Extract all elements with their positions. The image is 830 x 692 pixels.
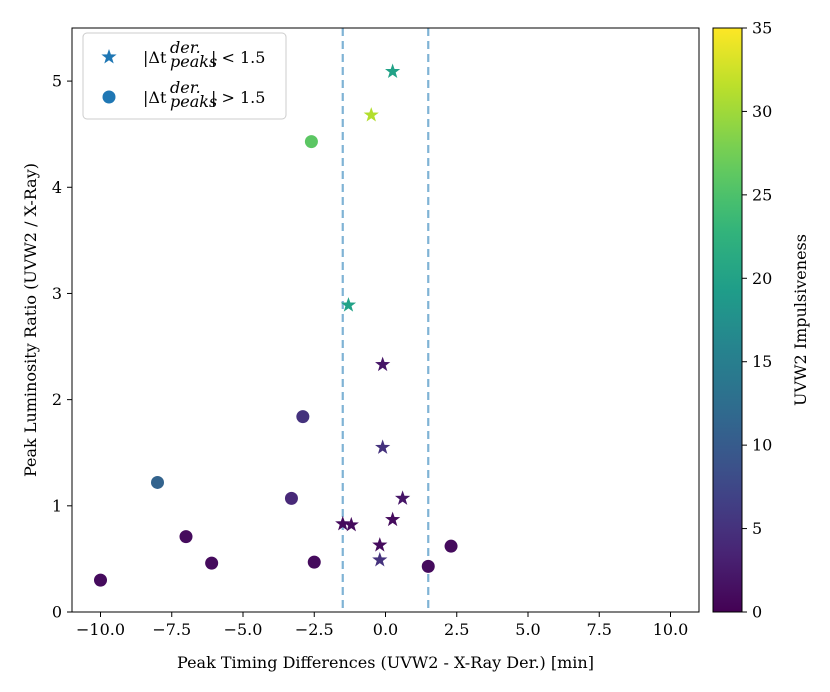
data-point-star-10: [372, 551, 388, 567]
legend-label-tail: | > 1.5: [211, 88, 265, 107]
x-tick-label: −10.0: [76, 620, 125, 639]
colorbar-tick-label: 5: [752, 519, 762, 538]
y-tick-label: 1: [52, 496, 62, 515]
data-point-star-8: [343, 516, 359, 532]
x-tick-label: −5.0: [224, 620, 263, 639]
legend-box: [82, 32, 287, 120]
colorbar-tick-label: 15: [752, 352, 772, 371]
data-point-star-4: [375, 439, 391, 454]
data-point-circle-7: [94, 573, 107, 587]
x-tick-label: 7.5: [587, 620, 612, 639]
data-point-star-6: [385, 511, 401, 527]
data-point-star-2: [340, 297, 357, 312]
legend-marker-circle: [102, 90, 116, 104]
legend-label-sup: der.: [170, 78, 201, 97]
legend-label-main: |Δt: [143, 88, 167, 107]
data-point-circle-0: [304, 135, 318, 149]
data-point-circle-8: [421, 559, 435, 573]
colorbar-label: UVW2 Impulsiveness: [791, 234, 810, 406]
data-point-star-0: [385, 63, 401, 79]
data-point-circle-4: [179, 530, 193, 544]
x-tick-label: 10.0: [653, 620, 689, 639]
legend-label-main: |Δt: [143, 48, 167, 67]
data-point-circle-5: [205, 556, 219, 570]
data-point-star-7: [335, 515, 351, 531]
x-tick-label: 5.0: [515, 620, 540, 639]
y-tick-label: 2: [52, 390, 62, 409]
data-point-circle-3: [151, 475, 164, 489]
data-point-star-5: [394, 490, 411, 505]
colorbar-tick-label: 25: [752, 185, 772, 204]
y-axis-label: Peak Luminosity Ratio (UVW2 / X-Ray): [21, 163, 40, 477]
colorbar-tick-label: 35: [752, 19, 772, 38]
y-tick-label: 0: [52, 603, 62, 622]
data-point-circle-1: [296, 410, 310, 424]
legend-label-tail: | < 1.5: [211, 48, 265, 67]
data-point-star-9: [372, 537, 388, 552]
data-point-circle-2: [284, 491, 298, 505]
x-tick-label: 0.0: [373, 620, 398, 639]
x-tick-label: −2.5: [295, 620, 334, 639]
colorbar-tick-label: 0: [752, 603, 762, 622]
x-tick-label: 2.5: [444, 620, 469, 639]
colorbar-tick-label: 10: [752, 436, 772, 455]
x-tick-label: −7.5: [152, 620, 191, 639]
colorbar-tick-label: 20: [752, 269, 772, 288]
colorbar-bar: [712, 27, 743, 613]
legend-label-sup: der.: [170, 38, 201, 57]
data-point-circle-9: [444, 539, 458, 553]
plot-area: −10.0 −7.5 −5.0 −2.5 0.0 2.5 5.0 7.5 10.0 0 1 2 3 4 5 P…: [21, 27, 700, 672]
data-point-circle-6: [307, 555, 321, 569]
x-axis-label: Peak Timing Differences (UVW2 - X-Ray De…: [177, 653, 594, 672]
y-tick-label: 5: [52, 72, 62, 91]
y-tick-label: 4: [52, 178, 62, 197]
legend-label-sub: peaks: [170, 52, 217, 71]
data-point-star-1: [363, 107, 379, 122]
colorbar: 0 5 10 15 20 25 30 35 UVW2 Impulsiveness: [712, 19, 810, 622]
colorbar-tick-label: 30: [752, 102, 772, 121]
legend-label-sub: peaks: [170, 92, 217, 111]
data-point-star-3: [375, 356, 391, 372]
legend-marker-star: [101, 49, 117, 64]
y-tick-label: 3: [52, 284, 62, 303]
